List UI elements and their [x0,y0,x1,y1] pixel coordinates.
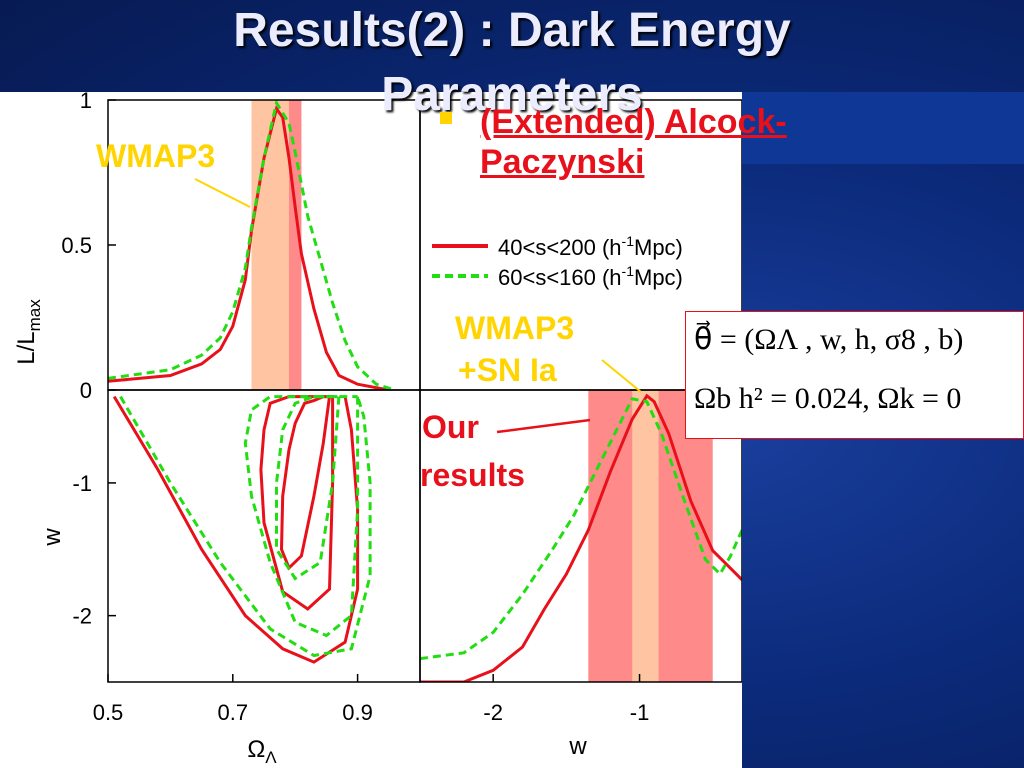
y-axis-label-main: L/L [13,331,40,364]
panel-frame-br [419,389,742,683]
ytick-label-top-left-2: 1 [80,92,92,113]
annotation-wmap3-sn-line1: WMAP3 [455,310,574,346]
x-axis-label-left: ΩΛ [247,736,277,767]
top-left-series-1 [108,105,390,390]
annotation-wmap3-sn-pointer [601,359,642,393]
slide-title-line2: Parameters [381,68,643,121]
bottom-left-series-6 [119,395,372,658]
y-axis-label-sub: max [25,299,44,332]
bottom-right-series-1 [420,393,742,682]
annotation-our-results-line2: results [420,457,525,493]
formula-box: θ⃗ = (ΩΛ , w, h, σ8 , b) Ωb h² = 0.024, … [685,311,1024,439]
xtick-label-bottom-right-1: -1 [630,700,650,725]
x-axis-label-left-main: Ω [247,736,265,763]
ytick-label-bottom-left-1: -2 [72,604,92,629]
annotation-wmap3: WMAP3 [96,138,215,174]
ytick-label-top-left-0: 0 [80,378,92,403]
slide-title: Results(2) : Dark Energy Parameters [0,0,1024,121]
bottom-left-series-3 [112,395,360,664]
bullet-text: (Extended) Alcock- Paczynski [480,102,880,182]
chart-figure: L/Lmax w ΩΛ w 40<s<200 (h-1Mpc) 60<s<160… [13,92,742,767]
band-top-left-2 [251,100,289,390]
top-left-series-2 [108,100,396,390]
bullet-line1: (Extended) Alcock- [480,103,787,141]
formula-parameters: θ⃗ = (ΩΛ , w, h, σ8 , b) [694,323,964,356]
band-bottom-right-2 [632,390,659,682]
xtick-label-bottom-right-0: -2 [483,700,503,725]
ytick-label-bottom-left-0: -1 [72,471,92,496]
annotation-our-results-pointer [496,418,591,434]
ytick-label-top-left-1: 0.5 [61,233,92,258]
annotation-wmap3-sn-line2: +SN Ia [458,352,557,388]
figure-panel: L/Lmax w ΩΛ w 40<s<200 (h-1Mpc) 60<s<160… [0,92,742,768]
legend: 40<s<200 (h-1Mpc) 60<s<160 (h-1Mpc) [432,233,683,290]
bottom-left-series-5 [243,395,360,638]
formula-priors: Ωb h² = 0.024, Ωk = 0 [694,382,962,415]
x-axis-label-left-sub: Λ [265,748,277,767]
slide-title-line1: Results(2) : Dark Energy [233,4,791,57]
legend-label-series1: 40<s<200 (h-1Mpc) [498,233,683,260]
x-axis-label-right: w [568,733,587,760]
bottom-right-series-2 [420,397,742,661]
annotation-wmap3-pointer [194,178,251,208]
xtick-label-bottom-left-0: 0.5 [93,700,124,725]
xtick-label-bottom-left-2: 0.9 [342,700,373,725]
xtick-label-bottom-left-1: 0.7 [218,700,249,725]
legend-label-series2: 60<s<160 (h-1Mpc) [498,263,683,290]
bottom-left-series-1 [279,395,331,571]
annotation-our-results-line1: Our [422,409,479,445]
y-axis-label-top: L/Lmax [13,299,44,365]
plot-area [107,99,742,683]
bottom-left-series-4 [275,395,341,581]
bullet-marker [440,112,452,124]
y-axis-label-bottom: w [39,528,66,547]
bullet-line2: Paczynski [480,143,645,181]
bottom-left-series-2 [259,395,335,611]
